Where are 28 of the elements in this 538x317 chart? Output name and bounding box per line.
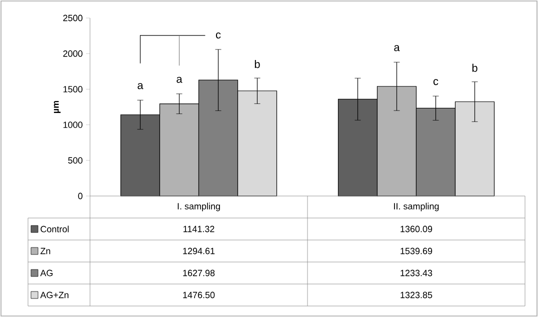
legend-label: AG+Zn: [40, 292, 68, 298]
data-label: 1294.61: [183, 248, 215, 254]
y-axis-title: µm: [54, 100, 61, 113]
data-label: 1476.50: [183, 292, 215, 298]
legend-label: Zn: [40, 248, 50, 254]
data-label: 1233.43: [400, 270, 432, 276]
y-tick-label: 500: [68, 157, 82, 164]
legend-label: Control: [40, 226, 69, 232]
annotation: a: [394, 45, 400, 52]
annotation: c: [433, 79, 438, 86]
annotation: b: [472, 64, 478, 72]
data-label: 1141.32: [184, 226, 214, 232]
y-tick-label: 2000: [63, 50, 82, 57]
annotation: a: [138, 83, 144, 90]
x-tick-label: II. sampling: [394, 202, 439, 212]
y-tick-label: 1000: [63, 122, 82, 128]
x-tick-label: I. sampling: [178, 202, 220, 212]
annotation: b: [254, 60, 260, 68]
data-label: 1539.69: [400, 248, 432, 254]
annotation: a: [176, 76, 182, 83]
legend-label: AG: [40, 270, 53, 276]
data-label: 1323.85: [400, 292, 432, 298]
y-tick-label: 2500: [63, 14, 82, 22]
y-tick-label: 1500: [63, 86, 82, 92]
data-label: 1360.09: [400, 226, 432, 232]
y-tick-label: 0: [78, 192, 82, 200]
annotation: c: [216, 32, 221, 38]
data-label: 1627.98: [183, 270, 215, 276]
